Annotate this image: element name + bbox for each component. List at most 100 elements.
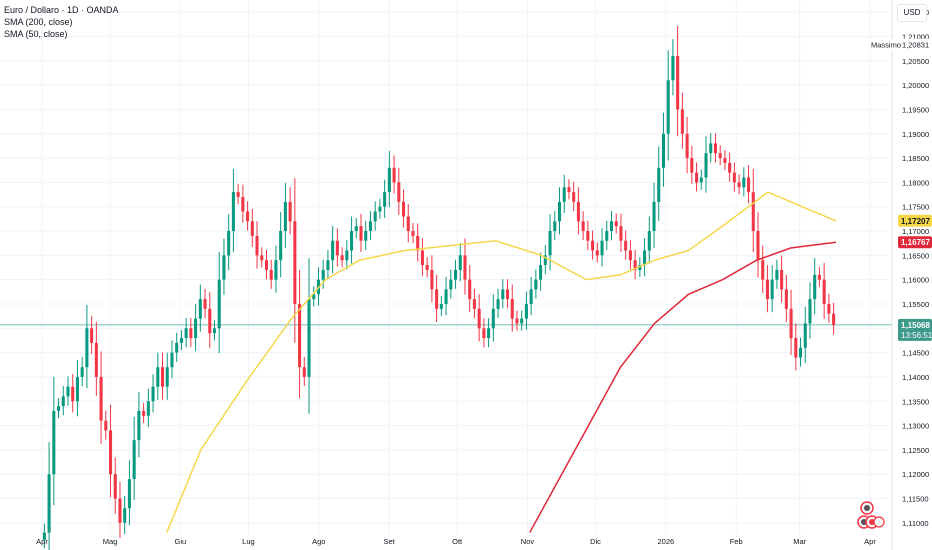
- candle-body: [784, 289, 788, 309]
- candle-body: [302, 367, 306, 377]
- candle-body: [789, 308, 793, 339]
- candle-body: [189, 328, 193, 339]
- currency-button[interactable]: USD: [897, 4, 927, 22]
- sma200-legend[interactable]: SMA (200, close): [4, 17, 73, 27]
- candle-body: [713, 143, 717, 154]
- candle-body: [515, 318, 519, 324]
- candle-body: [222, 255, 226, 280]
- y-tick-label: 1,15500: [902, 300, 929, 309]
- candle-body: [269, 269, 273, 280]
- candle-body: [274, 260, 278, 280]
- candle-body: [354, 226, 358, 232]
- candle-body: [808, 299, 812, 324]
- candle-body: [453, 269, 458, 280]
- candle-body: [619, 226, 623, 241]
- candle-body: [449, 279, 453, 290]
- candle-body: [491, 308, 495, 329]
- candle-body: [657, 167, 661, 202]
- y-tick-label: 1,14500: [902, 349, 929, 358]
- candle-body: [406, 216, 410, 232]
- candle-body: [430, 269, 434, 290]
- x-tick-label: Ott: [452, 537, 463, 546]
- y-tick-label: 1,19000: [902, 130, 929, 139]
- candle-body: [321, 269, 325, 280]
- candle-body: [170, 352, 174, 368]
- time-axis-ticks: Apr Mag Giu Lug Ago Set Ott Nov Dic 2026 Feb Mar Apr: [36, 537, 876, 546]
- candle-body: [264, 260, 269, 270]
- candle-body: [638, 265, 642, 270]
- candle-body: [803, 323, 807, 348]
- candle-body: [543, 255, 547, 266]
- candle-body: [236, 192, 240, 197]
- candle-body: [487, 328, 491, 339]
- candle-body: [66, 386, 70, 397]
- candle-body: [723, 158, 727, 163]
- candle-body: [127, 479, 131, 509]
- sma50-badge-background: [898, 214, 932, 227]
- candle-body: [151, 386, 155, 402]
- candle-body: [628, 250, 632, 261]
- candle-body: [293, 221, 297, 304]
- y-tick-label: 1,19500: [902, 105, 929, 114]
- event-marker-dot-icon: [869, 519, 875, 525]
- max-label-title: Massimo: [871, 41, 901, 50]
- candle-body: [765, 279, 769, 300]
- candle-body: [704, 153, 708, 178]
- price-axis[interactable]: [892, 0, 932, 550]
- candles: [42, 26, 836, 550]
- candle-body: [241, 196, 245, 212]
- y-tick-label: 1,14000: [902, 373, 929, 382]
- candle-body: [179, 338, 183, 343]
- candle-body: [624, 240, 628, 251]
- candle-body: [57, 406, 61, 411]
- candle-body: [553, 221, 557, 232]
- sma50-legend[interactable]: SMA (50, close): [4, 29, 68, 39]
- price-axis-ticks: 1,11000 1,11500 1,12000 1,12500 1,13000 1,135…: [902, 8, 929, 528]
- y-tick-label: 1,13000: [902, 422, 929, 431]
- candle-body: [742, 177, 746, 188]
- x-tick-label: Lug: [242, 537, 255, 546]
- candle-body: [643, 250, 647, 266]
- candle-body: [175, 342, 179, 353]
- candle-body: [146, 401, 150, 416]
- candle-body: [557, 201, 562, 222]
- candle-body: [99, 376, 103, 421]
- x-tick-label: Mag: [103, 537, 118, 546]
- candle-body: [439, 303, 443, 309]
- candle-body: [279, 231, 283, 261]
- candle-body: [217, 279, 221, 329]
- candle-body: [510, 299, 514, 319]
- sma200-badge: 1,16767: [898, 236, 932, 249]
- candle-body: [732, 172, 736, 183]
- candle-body: [581, 221, 585, 232]
- candle-body: [444, 289, 448, 304]
- x-tick-label: Set: [383, 537, 395, 546]
- candle-body: [104, 420, 108, 431]
- event-marker-icon[interactable]: [873, 516, 885, 528]
- candle-body: [529, 289, 533, 304]
- candle-body: [539, 265, 543, 280]
- candle-body: [576, 201, 580, 222]
- candle-body: [501, 289, 505, 300]
- candle-body: [326, 260, 330, 270]
- candle-body: [52, 410, 56, 475]
- candle-body: [208, 308, 212, 334]
- event-markers[interactable]: [857, 501, 885, 529]
- sma50-badge: 1,17207: [898, 214, 932, 227]
- candle-body: [368, 221, 372, 232]
- max-label: Massimo 1,20831: [868, 38, 932, 50]
- candle-body: [770, 279, 774, 300]
- candle-body: [288, 201, 292, 222]
- candle-body: [378, 206, 382, 212]
- candle-body: [165, 367, 169, 387]
- symbol-title[interactable]: Euro / Dollaro · 1D · OANDA: [4, 5, 119, 15]
- candle-body: [661, 133, 666, 168]
- candle-body: [756, 231, 760, 261]
- candle-body: [747, 177, 751, 193]
- candle-body: [567, 187, 571, 193]
- candle-body: [283, 201, 287, 232]
- candle-body: [761, 260, 765, 280]
- y-tick-label: 1,13500: [902, 397, 929, 406]
- y-tick-label: 1,21000: [902, 32, 929, 41]
